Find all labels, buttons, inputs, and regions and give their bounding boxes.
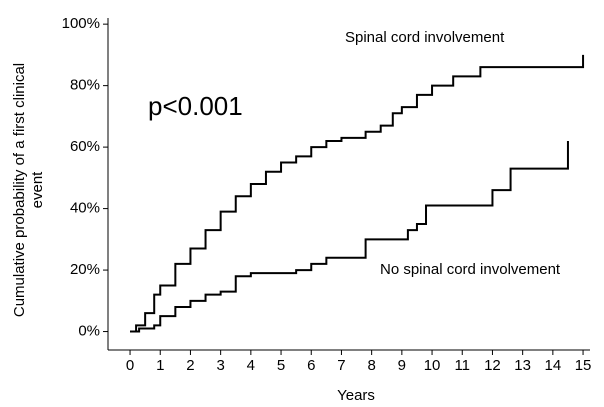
- series-label: No spinal cord involvement: [380, 261, 561, 278]
- x-tick-label: 9: [398, 357, 406, 374]
- y-tick-label: 100%: [62, 15, 100, 32]
- x-tick-label: 12: [484, 357, 501, 374]
- x-tick-label: 6: [307, 357, 315, 374]
- x-tick-label: 11: [454, 357, 470, 374]
- x-tick-label: 14: [545, 357, 562, 374]
- y-tick-label: 60%: [70, 138, 100, 155]
- x-tick-label: 13: [514, 357, 531, 374]
- y-tick-label: 0%: [78, 323, 100, 340]
- x-tick-label: 15: [575, 357, 592, 374]
- km-curve: [130, 140, 569, 333]
- x-tick-label: 10: [424, 357, 441, 374]
- y-tick-label: 80%: [70, 77, 100, 94]
- x-tick-label: 2: [186, 357, 194, 374]
- y-axis-label: Cumulative probability of a first clinic…: [11, 63, 28, 317]
- km-curve: [130, 54, 585, 333]
- x-axis-label: Years: [337, 387, 375, 404]
- y-tick-label: 40%: [70, 200, 100, 217]
- x-tick-label: 4: [247, 357, 255, 374]
- p-value: p<0.001: [148, 91, 243, 121]
- y-axis-label: event: [29, 171, 46, 209]
- x-tick-label: 3: [216, 357, 224, 374]
- x-tick-label: 0: [126, 357, 134, 374]
- y-tick-label: 20%: [70, 261, 100, 278]
- series-label: Spinal cord involvement: [345, 29, 505, 46]
- x-tick-label: 7: [337, 357, 345, 374]
- x-tick-label: 8: [367, 357, 375, 374]
- x-tick-label: 5: [277, 357, 285, 374]
- x-tick-label: 1: [156, 357, 164, 374]
